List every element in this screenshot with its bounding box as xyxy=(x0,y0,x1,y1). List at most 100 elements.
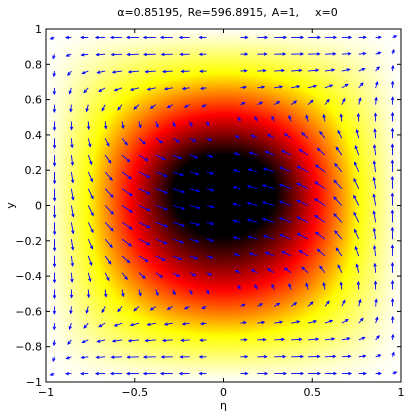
arrow-head xyxy=(198,355,203,359)
arrow-shaft xyxy=(164,87,173,90)
velocity-arrow xyxy=(372,160,377,172)
velocity-arrow xyxy=(257,354,268,359)
arrow-shaft xyxy=(104,188,114,198)
arrow-head xyxy=(129,323,134,327)
arrow-head xyxy=(210,188,215,192)
arrow-shaft xyxy=(70,272,73,282)
arrow-head xyxy=(372,210,376,215)
arrow-head xyxy=(246,218,251,222)
arrow-head xyxy=(199,69,204,73)
arrow-head xyxy=(49,372,54,376)
arrow-shaft xyxy=(155,154,166,160)
velocity-arrow xyxy=(160,355,173,359)
arrow-shaft xyxy=(307,99,314,105)
velocity-arrow xyxy=(375,81,379,88)
arrow-head xyxy=(296,233,301,237)
arrow-shaft xyxy=(145,70,156,73)
arrow-head xyxy=(164,190,169,194)
arrow-head xyxy=(128,226,133,230)
velocity-arrow xyxy=(375,335,380,341)
arrow-head xyxy=(201,305,206,309)
arrow-head xyxy=(337,264,341,269)
arrow-head xyxy=(248,151,253,155)
arrow-head xyxy=(358,97,362,102)
arrow-shaft xyxy=(248,236,258,240)
arrow-shaft xyxy=(172,221,185,227)
velocity-arrow xyxy=(121,272,128,281)
velocity-arrow xyxy=(199,338,207,342)
arrow-shaft xyxy=(87,238,93,249)
arrow-head xyxy=(373,280,378,285)
arrow-head xyxy=(128,175,133,180)
arrow-head xyxy=(52,326,57,331)
velocity-arrow xyxy=(201,104,207,108)
velocity-arrow xyxy=(101,104,106,112)
arrow-shaft xyxy=(206,205,214,208)
velocity-arrow xyxy=(121,205,133,213)
velocity-arrow xyxy=(52,356,56,363)
arrow-shaft xyxy=(83,322,89,329)
arrow-head xyxy=(390,143,395,148)
arrow-shaft xyxy=(138,238,150,246)
velocity-arrow xyxy=(390,262,395,273)
velocity-arrow xyxy=(70,222,75,235)
arrow-head xyxy=(296,183,301,187)
velocity-arrow xyxy=(333,179,343,189)
arrow-shaft xyxy=(374,129,377,139)
velocity-arrow xyxy=(375,316,379,324)
arrow-shaft xyxy=(189,221,200,226)
velocity-arrow xyxy=(98,87,106,92)
arrow-head xyxy=(107,159,112,164)
velocity-arrow xyxy=(307,99,314,105)
velocity-arrow xyxy=(155,238,168,245)
arrow-head xyxy=(300,35,305,40)
velocity-arrow xyxy=(390,226,395,240)
arrow-shaft xyxy=(263,167,275,173)
arrow-shaft xyxy=(104,138,110,147)
arrow-shaft xyxy=(373,161,377,172)
arrow-head xyxy=(52,145,57,149)
arrow-shaft xyxy=(189,238,199,243)
velocity-arrow xyxy=(52,138,57,149)
velocity-arrow xyxy=(356,280,361,290)
arrow-shaft xyxy=(291,85,300,89)
velocity-arrow xyxy=(138,289,142,297)
arrow-head xyxy=(138,292,142,297)
arrow-shaft xyxy=(172,205,185,210)
velocity-arrow xyxy=(341,371,353,376)
arrow-shaft xyxy=(358,299,361,307)
heatmap-field xyxy=(46,29,401,382)
velocity-arrow xyxy=(87,138,92,148)
arrow-shaft xyxy=(358,337,365,341)
arrow-shaft xyxy=(121,121,124,129)
arrow-head xyxy=(296,199,301,203)
arrow-shaft xyxy=(263,235,275,240)
velocity-arrow xyxy=(142,371,156,376)
arrow-head xyxy=(111,70,116,74)
arrow-shaft xyxy=(104,272,110,281)
velocity-arrow xyxy=(314,231,326,240)
arrow-shaft xyxy=(133,306,140,312)
arrow-shaft xyxy=(117,104,123,111)
arrow-head xyxy=(390,315,395,320)
velocity-arrow xyxy=(121,121,125,130)
arrow-head xyxy=(155,123,159,129)
velocity-arrow xyxy=(372,144,377,156)
velocity-arrow xyxy=(334,162,343,173)
arrow-head xyxy=(208,137,213,142)
arrow-shaft xyxy=(299,250,309,257)
velocity-arrow xyxy=(80,355,89,360)
arrow-shaft xyxy=(87,272,91,282)
arrow-head xyxy=(293,302,298,306)
arrow-shaft xyxy=(155,188,168,194)
arrow-head xyxy=(313,84,318,88)
arrow-head xyxy=(346,337,351,341)
arrow-head xyxy=(279,320,284,324)
velocity-arrow xyxy=(375,35,382,40)
arrow-shaft xyxy=(279,200,292,206)
arrow-head xyxy=(360,82,364,87)
arrow-head xyxy=(52,214,57,219)
chart-title-part: x=0 xyxy=(315,6,338,19)
velocity-arrow xyxy=(305,282,309,290)
velocity-arrow xyxy=(341,97,346,105)
